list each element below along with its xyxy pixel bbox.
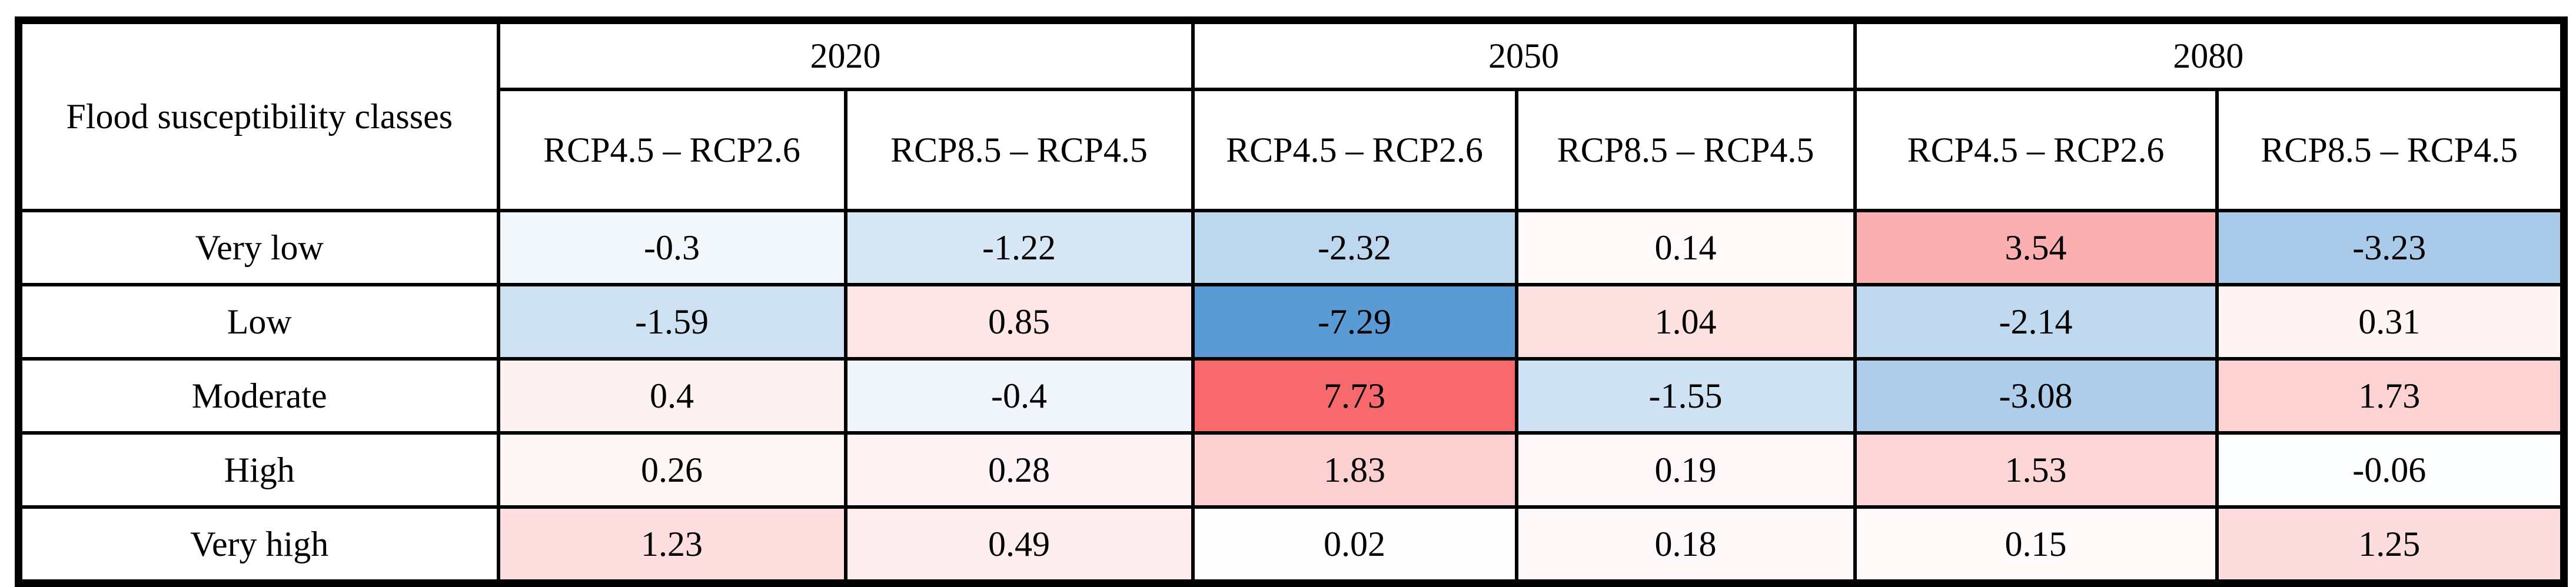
- scenario-header-2020-rcp85-rcp45: RCP8.5 – RCP4.5: [843, 88, 1195, 212]
- row-label: High: [16, 431, 500, 509]
- value-cell: 0.15: [1853, 505, 2219, 585]
- value-cell: -0.06: [2215, 431, 2566, 509]
- value-cell: 0.02: [1191, 505, 1518, 585]
- corner-header: Flood susceptibility classes: [16, 18, 500, 212]
- year-header-2020: 2020: [496, 18, 1195, 91]
- table-row-high: High 0.26 0.28 1.83 0.19 1.53 -0.06: [16, 431, 2566, 509]
- value-cell: 0.4: [496, 357, 847, 435]
- scenario-header-2080-rcp45-rcp26: RCP4.5 – RCP2.6: [1853, 88, 2219, 212]
- value-cell: 1.83: [1191, 431, 1518, 509]
- value-cell: 1.23: [496, 505, 847, 585]
- value-cell: 1.04: [1514, 283, 1857, 361]
- value-cell: 0.28: [843, 431, 1195, 509]
- table-row-very-high: Very high 1.23 0.49 0.02 0.18 0.15 1.25: [16, 505, 2566, 585]
- value-cell: -2.32: [1191, 209, 1518, 286]
- table-row-moderate: Moderate 0.4 -0.4 7.73 -1.55 -3.08 1.73: [16, 357, 2566, 435]
- value-cell: 0.85: [843, 283, 1195, 361]
- flood-susceptibility-heatmap-table: Flood susceptibility classes 2020 2050 2…: [15, 16, 2568, 587]
- row-label: Low: [16, 283, 500, 361]
- value-cell: 0.14: [1514, 209, 1857, 286]
- value-cell: -3.23: [2215, 209, 2566, 286]
- value-cell: 0.31: [2215, 283, 2566, 361]
- value-cell: -3.08: [1853, 357, 2219, 435]
- value-cell: 1.25: [2215, 505, 2566, 585]
- row-label: Very low: [16, 209, 500, 286]
- value-cell: 3.54: [1853, 209, 2219, 286]
- value-cell: -0.4: [843, 357, 1195, 435]
- value-cell: 7.73: [1191, 357, 1518, 435]
- value-cell: 0.49: [843, 505, 1195, 585]
- value-cell: 0.19: [1514, 431, 1857, 509]
- scenario-header-2050-rcp45-rcp26: RCP4.5 – RCP2.6: [1191, 88, 1518, 212]
- value-cell: -2.14: [1853, 283, 2219, 361]
- scenario-header-2020-rcp45-rcp26: RCP4.5 – RCP2.6: [496, 88, 847, 212]
- value-cell: 1.73: [2215, 357, 2566, 435]
- value-cell: 0.26: [496, 431, 847, 509]
- value-cell: 0.18: [1514, 505, 1857, 585]
- scenario-header-2050-rcp85-rcp45: RCP8.5 – RCP4.5: [1514, 88, 1857, 212]
- scenario-header-2080-rcp85-rcp45: RCP8.5 – RCP4.5: [2215, 88, 2566, 212]
- year-header-2050: 2050: [1191, 18, 1857, 91]
- year-header-2080: 2080: [1853, 18, 2566, 91]
- value-cell: -1.59: [496, 283, 847, 361]
- value-cell: 1.53: [1853, 431, 2219, 509]
- scenario-header-row: RCP4.5 – RCP2.6 RCP8.5 – RCP4.5 RCP4.5 –…: [19, 88, 2566, 212]
- value-cell: -0.3: [496, 209, 847, 286]
- row-label: Moderate: [16, 357, 500, 435]
- value-cell: -1.55: [1514, 357, 1857, 435]
- value-cell: -1.22: [843, 209, 1195, 286]
- value-cell: -7.29: [1191, 283, 1518, 361]
- table-row-low: Low -1.59 0.85 -7.29 1.04 -2.14 0.31: [16, 283, 2566, 361]
- row-label: Very high: [16, 505, 500, 585]
- table-row-very-low: Very low -0.3 -1.22 -2.32 0.14 3.54 -3.2…: [16, 209, 2566, 286]
- year-header-row: Flood susceptibility classes 2020 2050 2…: [16, 18, 2566, 212]
